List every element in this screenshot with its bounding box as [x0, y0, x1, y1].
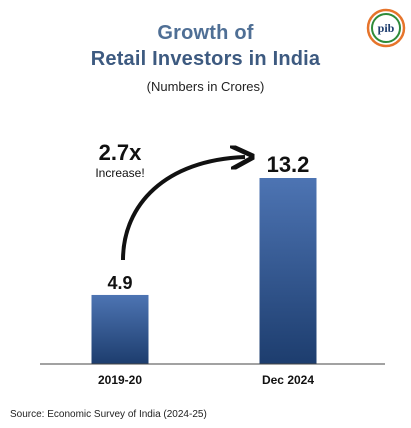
- chart-subtitle: (Numbers in Crores): [146, 79, 265, 94]
- growth-arrow: [121, 157, 245, 261]
- chart-title-line2: Retail Investors in India: [90, 48, 321, 70]
- x-tick-label: Dec 2024: [262, 373, 314, 387]
- chart-title: Growth of: [157, 22, 254, 44]
- annotation-text: Increase!: [95, 166, 144, 180]
- bar-2019-20: [91, 294, 149, 364]
- annotation-multiplier: 2.7x: [99, 140, 143, 165]
- logo-text: pib: [378, 21, 395, 35]
- data-label: 13.2: [267, 152, 310, 177]
- bar-dec-2024: [259, 178, 317, 364]
- source-note: Source: Economic Survey of India (2024-2…: [10, 409, 207, 420]
- x-tick-label: 2019-20: [98, 373, 142, 387]
- data-label: 4.9: [107, 273, 132, 293]
- pib-logo-icon: pib: [366, 8, 406, 48]
